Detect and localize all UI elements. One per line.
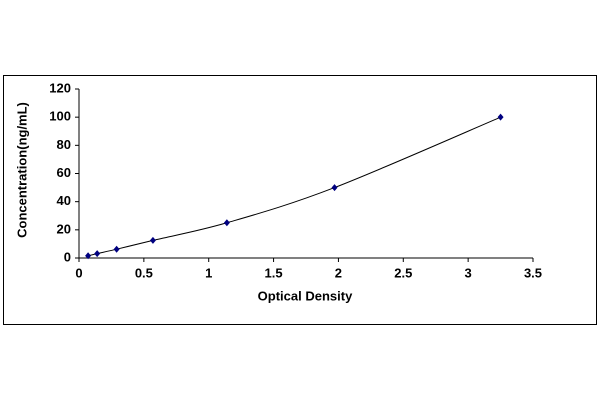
x-tick-label: 0.5 xyxy=(135,265,153,280)
data-point xyxy=(85,252,92,260)
data-point xyxy=(497,113,504,121)
fit-curve xyxy=(87,116,501,257)
x-tick-label: 2.5 xyxy=(394,265,412,280)
x-axis-title: Optical Density xyxy=(258,288,353,303)
x-tick-label: 1.5 xyxy=(265,265,283,280)
x-tick-label: 1 xyxy=(205,265,212,280)
y-tick-label: 20 xyxy=(57,221,71,236)
y-axis-title: Concentration(ng/mL) xyxy=(14,102,29,238)
y-tick-label: 60 xyxy=(57,165,71,180)
x-tick-label: 2 xyxy=(335,265,342,280)
data-point xyxy=(149,236,156,244)
data-point xyxy=(113,245,120,253)
y-tick-label: 80 xyxy=(57,137,71,152)
y-tick-label: 100 xyxy=(49,109,71,124)
chart-frame xyxy=(3,75,597,325)
y-tick-label: 0 xyxy=(64,249,71,264)
data-point xyxy=(331,184,338,192)
data-point xyxy=(223,219,230,227)
data-point xyxy=(94,250,101,258)
x-tick-label: 0 xyxy=(75,265,82,280)
x-tick-label: 3.5 xyxy=(524,265,542,280)
y-tick-label: 40 xyxy=(57,193,71,208)
x-tick-label: 3 xyxy=(465,265,472,280)
y-tick-label: 120 xyxy=(49,80,71,95)
